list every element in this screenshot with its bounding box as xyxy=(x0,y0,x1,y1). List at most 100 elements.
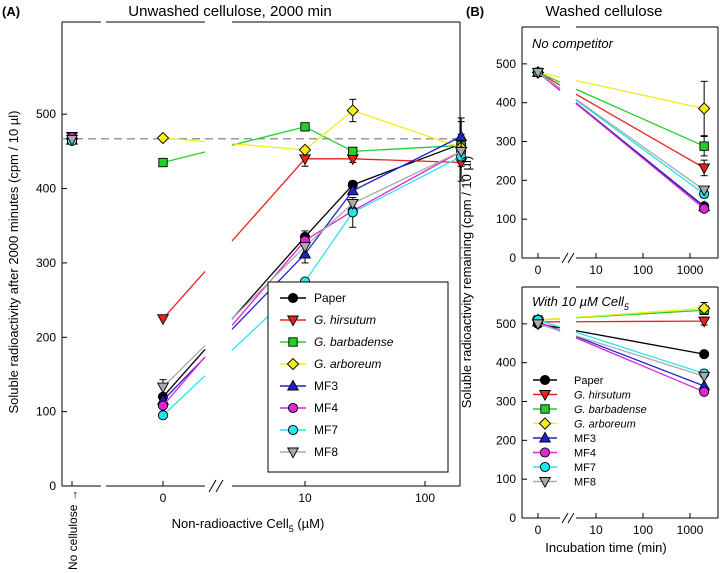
data-point-mf7 xyxy=(157,410,169,421)
y-tick-label: 500 xyxy=(496,317,516,331)
panel-a-yticks: 0 100 200 300 400 500 xyxy=(36,107,67,493)
legend-marker xyxy=(538,417,552,430)
panel-a-xlabel: Non-radioactive Cell5 (µM) xyxy=(172,516,325,534)
legend-label: G. barbadense xyxy=(574,404,647,416)
data-point-g-arboreum xyxy=(346,104,359,117)
panel-b-legend: Paper G. hirsutum G. barbadense G. arboreum… xyxy=(533,374,647,489)
legend-item-mf8: MF8 xyxy=(280,445,338,459)
no-cellulose-label: No cellulose → xyxy=(66,489,80,570)
legend-marker xyxy=(538,390,552,402)
series-line-segment xyxy=(162,375,206,416)
series-line-segment xyxy=(162,345,206,388)
legend-marker xyxy=(288,337,298,347)
legend-item-paper: Paper xyxy=(533,374,604,387)
data-point-g-hirsutum xyxy=(156,314,170,326)
series-line xyxy=(575,335,705,387)
y-tick-label: 400 xyxy=(496,356,516,370)
axis-break-mark xyxy=(208,479,217,493)
panel-b-top-frame xyxy=(521,26,719,264)
legend-item-g-arboreum: G. arboreum xyxy=(280,357,381,371)
data-point-g-arboreum xyxy=(156,131,170,145)
y-tick-label: 400 xyxy=(496,96,516,110)
panel-a-ylabel: Soluble radioactivity after 2000 minutes… xyxy=(6,110,21,413)
data-point-mf8 xyxy=(698,371,711,383)
series-mf8 xyxy=(531,67,711,197)
x-tick-label: 1000 xyxy=(677,523,704,537)
data-point-g-hirsutum xyxy=(698,163,711,175)
axis-break-mark xyxy=(561,252,569,264)
panel-b-bottom-plot xyxy=(531,301,711,397)
series-line xyxy=(575,98,705,191)
legend-label: MF3 xyxy=(314,379,338,393)
series-line xyxy=(575,93,705,169)
series-g-arboreum xyxy=(65,98,468,157)
legend-marker xyxy=(286,447,300,459)
panel-b-letter: (B) xyxy=(466,4,484,19)
series-line-segment xyxy=(162,151,206,164)
data-point-g-hirsutum xyxy=(346,154,359,166)
legend-marker xyxy=(286,315,300,327)
legend-item-g-hirsutum: G. hirsutum xyxy=(533,390,631,402)
series-line xyxy=(231,109,462,151)
legend-label: G. arboreum xyxy=(314,357,381,371)
legend-item-paper: Paper xyxy=(280,291,346,305)
data-point-paper xyxy=(699,349,710,360)
data-point-g-barbadense xyxy=(300,122,310,132)
data-point-mf8 xyxy=(455,146,468,158)
series-line xyxy=(575,80,705,110)
legend-item-mf4: MF4 xyxy=(280,401,338,415)
data-point-mf8 xyxy=(531,67,545,79)
data-point-mf8 xyxy=(698,185,711,197)
series-line-segment xyxy=(537,71,561,89)
y-tick-label: 100 xyxy=(496,472,516,486)
data-point-mf8 xyxy=(531,319,545,331)
y-tick-label: 0 xyxy=(49,479,56,493)
data-point-g-arboreum xyxy=(697,302,711,315)
panel-b-xlabel: Incubation time (min) xyxy=(545,540,666,555)
series-line xyxy=(575,307,705,318)
series-line xyxy=(231,126,462,153)
data-point-g-arboreum xyxy=(697,102,711,115)
legend-label: MF4 xyxy=(314,401,338,415)
panel-b-title: Washed cellulose xyxy=(545,3,662,20)
panel-b-bottom-xticks: 0 10 100 1000 xyxy=(535,513,704,537)
panel-b-ylabel: Soluble radioactivity remaining (cpm / 1… xyxy=(459,156,474,408)
legend-item-g-hirsutum: G. hirsutum xyxy=(280,313,376,327)
data-point-mf4 xyxy=(157,400,169,411)
series-g-barbadense xyxy=(533,67,709,157)
x-tick-label: 100 xyxy=(633,263,653,277)
y-tick-label: 0 xyxy=(509,511,516,525)
series-line-segment xyxy=(162,349,206,398)
series-mf7 xyxy=(532,314,710,379)
series-line xyxy=(575,335,705,377)
x-tick-label: 0 xyxy=(535,523,542,537)
legend-marker xyxy=(286,357,300,371)
x-tick-label: 10 xyxy=(589,523,603,537)
series-g-hirsutum xyxy=(65,132,468,326)
legend-marker xyxy=(538,431,552,443)
series-line xyxy=(575,99,705,195)
legend-item-g-barbadense: G. barbadense xyxy=(533,404,647,416)
y-tick-label: 100 xyxy=(36,405,56,419)
series-paper xyxy=(532,318,710,360)
data-point-g-arboreum xyxy=(298,143,312,157)
series-line-segment xyxy=(162,137,206,143)
legend-marker xyxy=(539,461,551,473)
legend-marker xyxy=(287,402,299,414)
y-tick-label: 0 xyxy=(509,251,516,265)
x-tick-label: 10 xyxy=(589,263,603,277)
series-mf4 xyxy=(532,316,710,397)
legend-item-g-barbadense: G. barbadense xyxy=(280,335,394,349)
panel-b-bottom-yticks: 0 100 200 300 400 500 xyxy=(496,317,527,525)
data-point-mf4 xyxy=(699,203,710,214)
panel-b-bottom-label: With 10 µM Cell5 xyxy=(532,294,630,312)
axis-break-mark xyxy=(567,512,575,524)
x-tick-label: 100 xyxy=(633,523,653,537)
y-tick-label: 300 xyxy=(36,256,56,270)
series-line xyxy=(231,143,462,320)
legend-marker xyxy=(287,292,299,304)
legend-item-mf4: MF4 xyxy=(533,447,596,460)
legend-label: Paper xyxy=(574,375,604,387)
legend-label: G. hirsutum xyxy=(574,390,631,402)
